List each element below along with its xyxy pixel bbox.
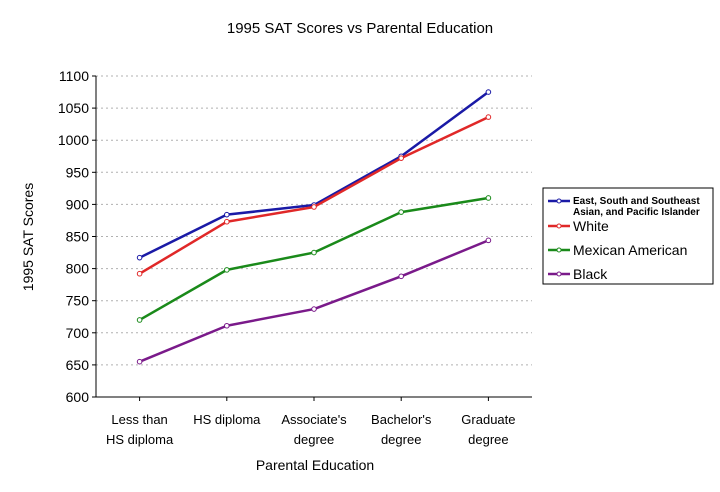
legend-label: East, South and Southeast Asian, and Paci…: [573, 196, 700, 218]
data-point: [224, 211, 230, 218]
data-point: [485, 89, 492, 95]
y-tick-label: 950: [66, 164, 90, 180]
x-axis-label: Parental Education: [256, 457, 374, 473]
x-category-line: Bachelor's: [371, 412, 432, 427]
y-tick-label: 600: [66, 389, 90, 405]
x-category-line: degree: [294, 432, 334, 447]
y-tick-label: 650: [66, 357, 90, 373]
legend-marker: [556, 198, 562, 204]
data-point: [485, 195, 492, 201]
y-tick-label: 750: [66, 293, 90, 309]
y-tick-label: 900: [66, 196, 90, 212]
x-category-line: Less than: [111, 412, 167, 427]
legend-marker: [556, 271, 562, 277]
data-point: [311, 204, 317, 210]
legend-box: [542, 187, 714, 285]
legend-label: White: [573, 218, 609, 234]
y-tick-label: 800: [66, 261, 90, 277]
legend-marker: [556, 223, 562, 229]
x-category-line: Graduate: [461, 412, 515, 427]
data-point: [311, 306, 317, 312]
data-point: [311, 249, 317, 256]
legend-label: Black: [573, 266, 608, 282]
legend: East, South and Southeast Asian, and Paci…: [542, 187, 714, 285]
legend-label: Mexican American: [573, 242, 687, 258]
data-point: [398, 273, 405, 280]
data-point: [136, 317, 143, 323]
data-point: [136, 254, 143, 261]
legend-label-line: Black: [573, 266, 608, 282]
x-category-label: Bachelor's degree: [371, 412, 432, 447]
y-tick-label: 1050: [58, 100, 89, 116]
data-point: [224, 267, 230, 273]
x-category-line: degree: [381, 432, 421, 447]
x-category-label: Less than HS diploma: [106, 412, 174, 447]
x-category-line: degree: [468, 432, 508, 447]
x-category-line: HS diploma: [106, 432, 174, 447]
x-category-label: HS diploma: [193, 412, 261, 427]
y-tick-labels: 600 650 700 750 800 850 900 950 1000 1050 1100: [58, 68, 96, 405]
data-point: [136, 270, 143, 277]
x-category-line: Associate's: [281, 412, 347, 427]
data-point: [398, 155, 405, 161]
x-category-line: HS diploma: [193, 412, 261, 427]
data-point: [224, 218, 230, 225]
series-lines: [136, 89, 492, 365]
chart-title: 1995 SAT Scores vs Parental Education: [227, 20, 493, 37]
y-axis-label: 1995 SAT Scores: [20, 183, 36, 291]
y-tick-label: 700: [66, 325, 90, 341]
y-tick-label: 1100: [59, 68, 89, 84]
data-point: [224, 322, 230, 329]
legend-label-line: Mexican American: [573, 242, 687, 258]
data-point: [485, 114, 492, 120]
legend-marker: [556, 247, 562, 253]
legend-label-line: Asian, and Pacific Islander: [573, 207, 700, 218]
x-category-labels: Less than HS diploma HS diploma Associate's…: [106, 397, 516, 447]
y-tick-label: 850: [66, 229, 90, 245]
legend-label-line: East, South and Southeast: [573, 196, 700, 207]
series-line-0: [139, 91, 490, 259]
y-tick-label: 1000: [58, 132, 89, 148]
data-point: [485, 237, 492, 244]
gridlines: [96, 75, 532, 366]
legend-label-line: White: [573, 218, 609, 234]
x-category-label: Associate's degree: [281, 412, 347, 447]
series-line-2: [138, 196, 489, 322]
data-point: [136, 358, 143, 365]
data-point: [398, 209, 405, 215]
x-category-label: Graduate degree: [461, 412, 515, 447]
